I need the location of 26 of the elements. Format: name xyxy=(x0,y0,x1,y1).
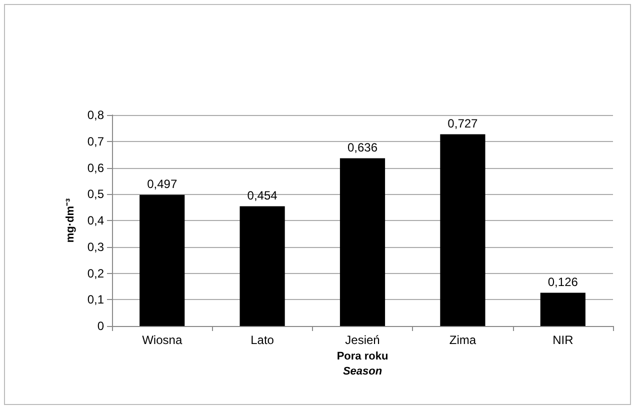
x-tick-label: NIR xyxy=(552,333,574,347)
bar xyxy=(340,158,386,326)
y-tick-label: 0,8 xyxy=(87,108,104,122)
data-label: 0,126 xyxy=(548,274,578,289)
y-tick-label: 0,2 xyxy=(87,266,104,280)
bar xyxy=(440,134,486,326)
y-axis-title: mg·dm⁻³ xyxy=(64,198,76,243)
data-label: 0,636 xyxy=(347,140,378,154)
bar xyxy=(240,206,285,326)
bar xyxy=(140,194,185,326)
y-tick-label: 0,5 xyxy=(87,187,104,202)
data-label: 0,727 xyxy=(448,116,478,130)
x-tick-label: Lato xyxy=(250,333,274,347)
data-label: 0,497 xyxy=(147,176,178,191)
y-tick-label: 0,1 xyxy=(87,292,104,307)
x-axis-title: Pora roku Season xyxy=(336,350,388,378)
y-tick-label: 0,6 xyxy=(87,160,104,175)
y-tick-label: 0,4 xyxy=(87,214,104,228)
x-tick-label: Jesień xyxy=(345,333,380,347)
x-tick-label: Zima xyxy=(449,333,476,347)
y-tick-label: 0,7 xyxy=(87,134,104,148)
y-tick-label: 0 xyxy=(97,319,104,333)
data-label: 0,454 xyxy=(247,188,278,202)
y-tick-label: 0,3 xyxy=(87,240,104,254)
x-tick-label: Wiosna xyxy=(142,333,182,347)
bar xyxy=(540,292,586,326)
